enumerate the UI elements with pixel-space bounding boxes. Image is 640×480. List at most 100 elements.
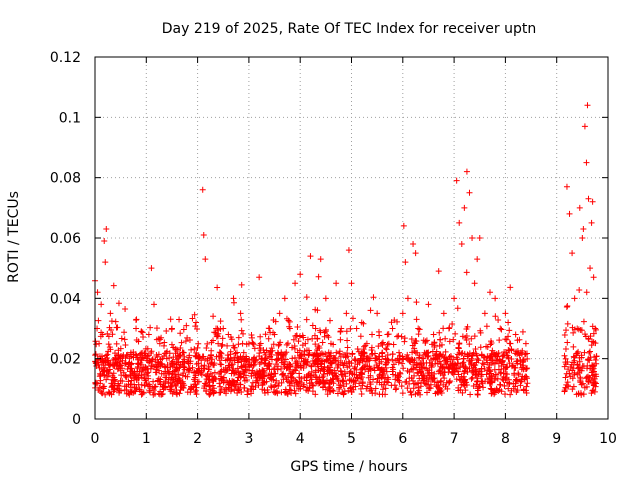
data-point [314, 335, 321, 342]
data-point [170, 388, 177, 395]
data-point [346, 370, 353, 377]
data-point [511, 371, 518, 378]
data-point [203, 344, 210, 351]
data-point [407, 389, 414, 396]
data-point [564, 320, 571, 327]
data-point [306, 370, 313, 377]
data-point [235, 368, 242, 375]
data-point [379, 349, 386, 356]
data-point [300, 383, 307, 390]
data-point [463, 269, 470, 276]
data-point [424, 389, 431, 396]
data-point [133, 352, 140, 359]
data-point [390, 361, 397, 368]
data-point [337, 336, 344, 343]
data-point [177, 330, 184, 337]
data-point [593, 360, 600, 367]
data-point [96, 340, 103, 347]
data-point [396, 349, 403, 356]
data-point [428, 364, 435, 371]
data-point [483, 357, 490, 364]
data-point [143, 355, 150, 362]
data-point [206, 391, 213, 398]
data-point [110, 370, 117, 377]
data-point [209, 382, 216, 389]
data-point [521, 351, 528, 358]
data-point [145, 352, 152, 359]
data-point [191, 376, 198, 383]
data-point [256, 350, 263, 357]
data-point [389, 351, 396, 358]
data-point [268, 351, 275, 358]
data-point [166, 350, 173, 357]
data-point [440, 325, 447, 332]
data-point [486, 379, 493, 386]
data-point [349, 351, 356, 358]
data-point [238, 358, 245, 365]
data-point [523, 390, 530, 397]
data-point [458, 381, 465, 388]
data-point [571, 295, 578, 302]
data-point [374, 364, 381, 371]
data-point [212, 329, 219, 336]
data-point [147, 324, 154, 331]
data-point [283, 315, 290, 322]
data-point [488, 350, 495, 357]
data-point [524, 365, 531, 372]
data-point [290, 336, 297, 343]
data-point [320, 351, 327, 358]
data-point [372, 385, 379, 392]
data-point [463, 168, 470, 175]
data-point [406, 358, 413, 365]
data-point [132, 317, 139, 324]
data-point [570, 365, 577, 372]
data-point [443, 379, 450, 386]
data-point [315, 273, 322, 280]
data-point [446, 379, 453, 386]
data-point [103, 225, 110, 232]
data-point [359, 364, 366, 371]
data-point [168, 341, 175, 348]
data-point [390, 341, 397, 348]
data-point [140, 389, 147, 396]
data-point [327, 366, 334, 373]
data-point [103, 352, 110, 359]
data-point [147, 365, 154, 372]
data-point [400, 365, 407, 372]
data-point [96, 384, 103, 391]
data-point [155, 351, 162, 358]
data-point [404, 385, 411, 392]
data-point [458, 373, 465, 380]
data-point [276, 379, 283, 386]
data-point [219, 341, 226, 348]
y-tick-label: 0.06 [50, 231, 81, 247]
data-point [579, 235, 586, 241]
data-point [517, 382, 524, 389]
data-point [325, 381, 332, 388]
data-point [266, 325, 273, 332]
data-point [104, 351, 111, 358]
data-point [210, 385, 217, 392]
data-point [370, 376, 377, 383]
data-point [481, 310, 488, 317]
data-point [450, 362, 457, 369]
data-point [438, 377, 445, 384]
data-point [487, 385, 494, 392]
data-point [459, 389, 466, 396]
data-point [264, 389, 271, 396]
data-point [577, 375, 584, 382]
data-point [292, 280, 299, 287]
data-point [312, 325, 319, 332]
data-point [259, 355, 266, 362]
data-point [352, 357, 359, 364]
data-point [446, 338, 453, 345]
data-point [468, 335, 475, 342]
data-point [388, 382, 395, 389]
data-point [234, 389, 241, 396]
data-point [333, 374, 340, 381]
data-point [153, 364, 160, 371]
data-point [574, 325, 581, 332]
data-point [589, 363, 596, 370]
data-point [580, 391, 587, 398]
data-point [385, 340, 392, 347]
